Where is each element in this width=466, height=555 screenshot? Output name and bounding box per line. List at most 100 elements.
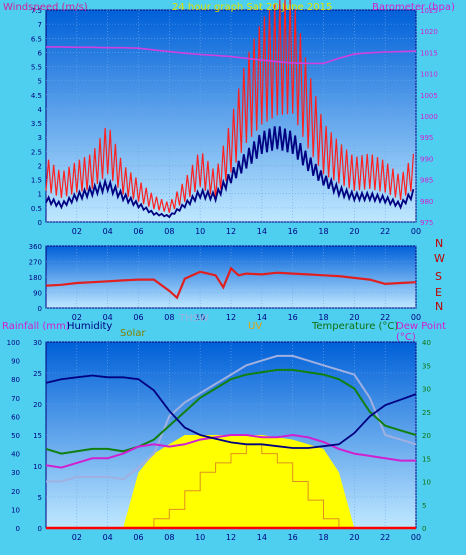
temperature-y-tick-label: 0 xyxy=(422,525,426,533)
x-tick-label: 02 xyxy=(72,533,82,542)
baro-y-tick-label: 995 xyxy=(420,134,433,142)
direction-y-tick-label: 360 xyxy=(29,243,42,251)
barometer-line xyxy=(46,46,417,65)
dewpoint-line xyxy=(45,433,416,469)
x-tick-label: 14 xyxy=(257,227,267,236)
rain-y-tick-label: 70 xyxy=(11,395,20,403)
x-tick-label: 22 xyxy=(380,313,390,322)
temperature-y-tick-label: 20 xyxy=(422,432,431,440)
wind-y-tick-label: 2.5 xyxy=(31,148,42,156)
x-tick-label: 22 xyxy=(380,533,390,542)
x-tick-label: 12 xyxy=(226,227,236,236)
rain-y-tick-label: 10 xyxy=(11,506,20,514)
direction-y-tick-label: 270 xyxy=(29,259,42,267)
temperature-y-tick-label: 25 xyxy=(422,409,431,417)
humidity-y-tick-label: 20 xyxy=(33,401,42,409)
x-tick-label: 16 xyxy=(288,533,298,542)
temperature-y-tick-label: 15 xyxy=(422,455,431,463)
wind-y-tick-label: 7 xyxy=(38,21,42,29)
rain-y-tick-label: 40 xyxy=(11,451,20,459)
direction-y-tick-label: 180 xyxy=(29,274,42,282)
rain-y-tick-label: 60 xyxy=(11,413,20,421)
x-tick-label: 18 xyxy=(318,227,328,236)
x-tick-label: 20 xyxy=(349,227,359,236)
wind-y-tick-label: 5.5 xyxy=(31,64,42,72)
wind-y-tick-label: 1.5 xyxy=(31,177,42,185)
rain-y-tick-label: 30 xyxy=(11,469,20,477)
x-tick-label: 20 xyxy=(349,533,359,542)
x-tick-label: 18 xyxy=(318,313,328,322)
wind-y-tick-label: 0.5 xyxy=(31,205,42,213)
x-tick-label: 10 xyxy=(195,533,205,542)
x-tick-label: 16 xyxy=(288,227,298,236)
x-tick-label: 14 xyxy=(257,533,267,542)
wind-y-tick-label: 2 xyxy=(38,162,42,170)
x-tick-label: 02 xyxy=(72,227,82,236)
x-tick-label: 04 xyxy=(103,313,113,322)
temperature-y-tick-label: 30 xyxy=(422,386,431,394)
temperature-y-tick-label: 40 xyxy=(422,339,431,347)
wind-y-tick-label: 4 xyxy=(38,106,43,114)
x-tick-label: 10 xyxy=(195,313,205,322)
x-tick-label: 04 xyxy=(103,227,113,236)
baro-y-tick-label: 1015 xyxy=(420,49,438,57)
x-tick-label: 10 xyxy=(195,227,205,236)
direction-y-tick-label: 0 xyxy=(38,305,42,313)
x-tick-label: 04 xyxy=(103,533,113,542)
baro-y-tick-label: 1005 xyxy=(420,92,438,100)
x-tick-label: 08 xyxy=(164,227,174,236)
wind-y-tick-label: 6.5 xyxy=(31,35,42,43)
humidity-y-tick-label: 5 xyxy=(38,494,42,502)
wind-y-tick-label: 3.5 xyxy=(31,120,42,128)
x-tick-label: 00 xyxy=(411,533,421,542)
temperature-y-tick-label: 10 xyxy=(422,479,431,487)
humidity-y-tick-label: 25 xyxy=(33,370,42,378)
x-tick-label: 02 xyxy=(72,313,82,322)
wind-gust-line xyxy=(45,0,414,213)
humidity-y-tick-label: 10 xyxy=(33,463,42,471)
wind-y-tick-label: 3 xyxy=(38,134,42,142)
rain-y-tick-label: 100 xyxy=(7,339,20,347)
rain-y-tick-label: 90 xyxy=(11,358,20,366)
x-tick-label: 06 xyxy=(133,533,143,542)
x-tick-label: 06 xyxy=(133,313,143,322)
rain-y-tick-label: 50 xyxy=(11,432,20,440)
wind-y-tick-label: 7.5 xyxy=(31,7,42,15)
x-tick-label: 00 xyxy=(411,227,421,236)
x-tick-label: 00 xyxy=(411,313,421,322)
x-tick-label: 06 xyxy=(133,227,143,236)
humidity-y-tick-label: 15 xyxy=(33,432,42,440)
x-tick-label: 08 xyxy=(164,533,174,542)
direction-y-tick-label: 90 xyxy=(33,290,42,298)
wind-y-tick-label: 5 xyxy=(38,78,42,86)
baro-y-tick-label: 975 xyxy=(420,219,433,227)
x-tick-label: 18 xyxy=(318,533,328,542)
temperature-y-tick-label: 5 xyxy=(422,502,426,510)
humidity-line xyxy=(45,374,417,449)
temperature-y-tick-label: 35 xyxy=(422,362,431,370)
wind-y-tick-label: 6 xyxy=(38,49,43,57)
thsw-line xyxy=(46,354,417,483)
rain-y-tick-label: 20 xyxy=(11,488,20,496)
rain-y-tick-label: 0 xyxy=(16,525,20,533)
baro-y-tick-label: 985 xyxy=(420,177,433,185)
baro-y-tick-label: 990 xyxy=(420,155,433,163)
wind-y-tick-label: 1 xyxy=(38,191,42,199)
x-tick-label: 16 xyxy=(288,313,298,322)
wind-average-line xyxy=(45,126,415,219)
x-tick-label: 20 xyxy=(349,313,359,322)
temperature-line xyxy=(45,368,417,455)
x-tick-label: 14 xyxy=(257,313,267,322)
rain-y-tick-label: 80 xyxy=(11,376,20,384)
humidity-y-tick-label: 30 xyxy=(33,339,42,347)
baro-y-tick-label: 980 xyxy=(420,198,433,206)
baro-y-tick-label: 1010 xyxy=(420,71,438,79)
wind-direction-line xyxy=(45,266,417,300)
x-tick-label: 22 xyxy=(380,227,390,236)
x-tick-label: 12 xyxy=(226,313,236,322)
humidity-y-tick-label: 0 xyxy=(38,525,42,533)
baro-y-tick-label: 1000 xyxy=(420,113,438,121)
wind-y-tick-label: 0 xyxy=(38,219,42,227)
wind-y-tick-label: 4.5 xyxy=(31,92,42,100)
